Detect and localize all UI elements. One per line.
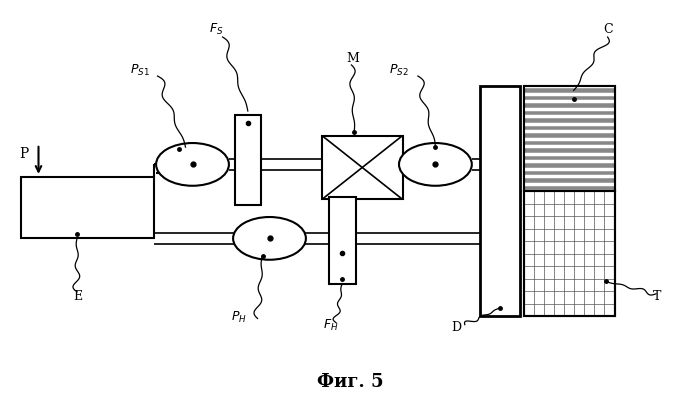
Text: M: M: [346, 52, 359, 65]
Text: $F_H$: $F_H$: [323, 318, 339, 333]
Bar: [234, 115, 261, 206]
Circle shape: [156, 143, 229, 186]
Bar: [480, 86, 520, 316]
Bar: [322, 136, 402, 199]
Circle shape: [399, 143, 472, 186]
Text: P: P: [19, 147, 28, 161]
Circle shape: [233, 217, 306, 260]
Text: T: T: [653, 290, 662, 303]
Bar: [524, 191, 615, 316]
Text: $P_H$: $P_H$: [231, 309, 247, 325]
Bar: [524, 191, 615, 316]
Text: Фиг. 5: Фиг. 5: [316, 373, 384, 391]
Bar: [524, 86, 615, 191]
Text: D: D: [452, 321, 461, 334]
Text: $F_S$: $F_S$: [209, 22, 223, 37]
Text: E: E: [74, 290, 83, 303]
Text: $P_{S1}$: $P_{S1}$: [130, 63, 149, 78]
Text: $P_{S2}$: $P_{S2}$: [389, 63, 408, 78]
Text: C: C: [603, 23, 613, 36]
Bar: [524, 86, 615, 191]
Bar: [21, 177, 154, 238]
Bar: [329, 197, 356, 284]
